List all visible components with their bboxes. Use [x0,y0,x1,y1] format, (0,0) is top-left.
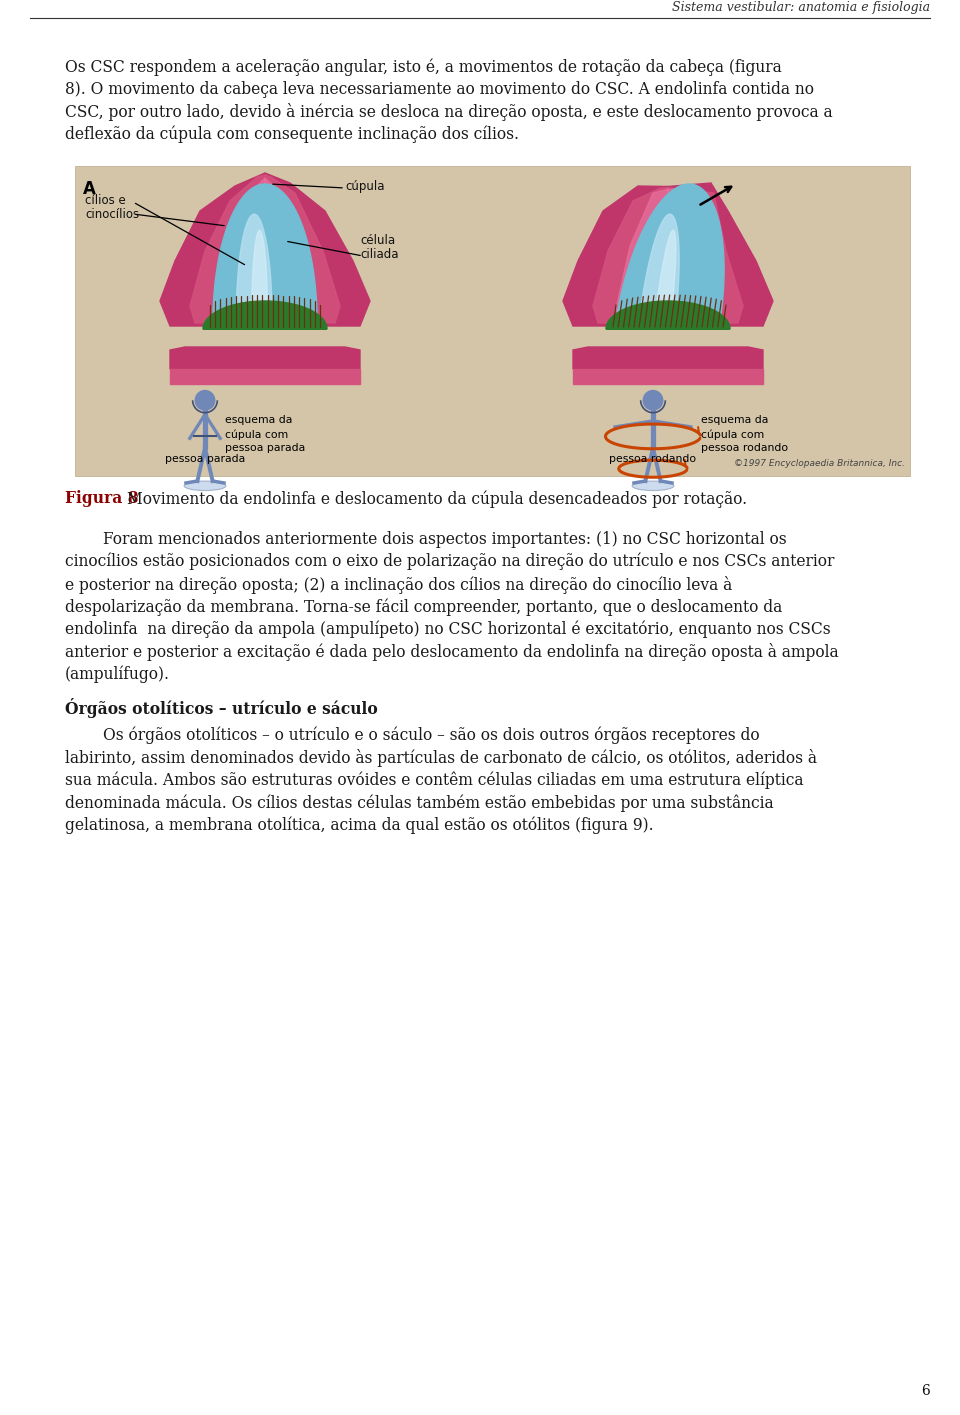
Polygon shape [265,178,315,323]
Polygon shape [265,175,340,323]
Polygon shape [668,183,773,325]
Polygon shape [160,173,265,325]
Text: cílios e: cílios e [85,194,126,207]
Polygon shape [639,214,679,321]
Polygon shape [265,173,370,325]
Text: labirinto, assim denominados devido às partículas de carbonato de cálcio, os otó: labirinto, assim denominados devido às p… [65,749,817,767]
Polygon shape [190,175,265,323]
Text: despolarização da membrana. Torna-se fácil compreender, portanto, que o deslocam: despolarização da membrana. Torna-se fác… [65,599,782,616]
Polygon shape [243,316,287,330]
Text: Movimento da endolinfa e deslocamento da cúpula desencadeados por rotação.: Movimento da endolinfa e deslocamento da… [127,490,747,508]
Text: pessoa parada: pessoa parada [225,443,305,453]
Text: pessoa parada: pessoa parada [165,454,245,464]
Text: esquema da: esquema da [225,415,293,424]
Text: Sistema vestibular: anatomia e fisiologia: Sistema vestibular: anatomia e fisiologi… [672,1,930,14]
Polygon shape [252,231,268,321]
Text: (ampulífugo).: (ampulífugo). [65,665,170,683]
Polygon shape [573,347,763,369]
Text: Os CSC respondem a aceleração angular, isto é, a movimentos de rotação da cabeça: Os CSC respondem a aceleração angular, i… [65,58,781,75]
Polygon shape [616,190,668,323]
Text: gelatinosa, a membrana otolítica, acima da qual estão os otólitos (figura 9).: gelatinosa, a membrana otolítica, acima … [65,816,654,833]
Bar [75,166,910,475]
Text: pessoa rodando: pessoa rodando [701,443,788,453]
Polygon shape [668,188,743,323]
Polygon shape [236,214,273,321]
Text: cúpula com: cúpula com [225,429,288,440]
Text: Órgãos otolíticos – utrículo e sáculo: Órgãos otolíticos – utrículo e sáculo [65,698,377,717]
Polygon shape [170,347,360,369]
Text: cúpula com: cúpula com [701,429,764,440]
Text: denominada mácula. Os cílios destas células também estão embebidas por uma subst: denominada mácula. Os cílios destas célu… [65,794,774,811]
Polygon shape [655,231,676,321]
Text: cinocílios estão posicionados com o eixo de polarização na direção do utrículo e: cinocílios estão posicionados com o eixo… [65,553,834,570]
Text: pessoa rodando: pessoa rodando [610,454,697,464]
Polygon shape [614,304,722,330]
Text: 6: 6 [922,1384,930,1398]
Text: 8). O movimento da cabeça leva necessariamente ao movimento do CSC. A endolinfa : 8). O movimento da cabeça leva necessari… [65,81,814,98]
Text: ciliada: ciliada [360,248,398,260]
Text: cinocílios: cinocílios [85,208,139,221]
Text: esquema da: esquema da [701,415,768,424]
Circle shape [642,391,663,410]
Text: e posterior na direção oposta; (2) a inclinação dos cílios na direção do cinocíl: e posterior na direção oposta; (2) a inc… [65,576,732,593]
Text: CSC, por outro lado, devido à inércia se desloca na direção oposta, e este deslo: CSC, por outro lado, devido à inércia se… [65,103,832,122]
Text: Os órgãos otolíticos – o utrículo e o sáculo – são os dois outros órgãos recepto: Os órgãos otolíticos – o utrículo e o sá… [103,726,759,744]
Text: deflexão da cúpula com consequente inclinação dos cílios.: deflexão da cúpula com consequente incli… [65,126,519,143]
Polygon shape [203,301,327,330]
Text: A: A [83,180,96,198]
Polygon shape [213,184,317,321]
Polygon shape [622,307,714,330]
Polygon shape [638,313,698,330]
Text: cúpula: cúpula [345,180,385,192]
Polygon shape [170,369,360,383]
Polygon shape [213,178,265,323]
Text: Foram mencionados anteriormente dois aspectos importantes: (1) no CSC horizontal: Foram mencionados anteriormente dois asp… [103,531,786,548]
Ellipse shape [632,481,674,491]
Polygon shape [616,184,724,321]
Polygon shape [211,304,319,330]
Polygon shape [593,188,668,323]
Polygon shape [219,307,311,330]
Text: endolinfa  na direção da ampola (ampulípeto) no CSC horizontal é excitatório, en: endolinfa na direção da ampola (ampulípe… [65,621,830,638]
Polygon shape [573,369,763,383]
Polygon shape [630,310,706,330]
Ellipse shape [184,481,226,491]
Polygon shape [606,301,730,330]
Polygon shape [235,313,295,330]
Text: sua mácula. Ambos são estruturas ovóides e contêm células ciliadas em uma estrut: sua mácula. Ambos são estruturas ovóides… [65,771,804,790]
Circle shape [195,391,215,410]
Polygon shape [668,190,718,323]
Text: célula: célula [360,233,396,248]
Text: anterior e posterior a excitação é dada pelo deslocamento da endolinfa na direçã: anterior e posterior a excitação é dada … [65,642,839,661]
Text: ©1997 Encyclopaedia Britannica, Inc.: ©1997 Encyclopaedia Britannica, Inc. [734,458,905,468]
Polygon shape [563,185,668,325]
Text: Figura 8: Figura 8 [65,490,138,507]
Polygon shape [227,310,303,330]
Polygon shape [646,316,690,330]
